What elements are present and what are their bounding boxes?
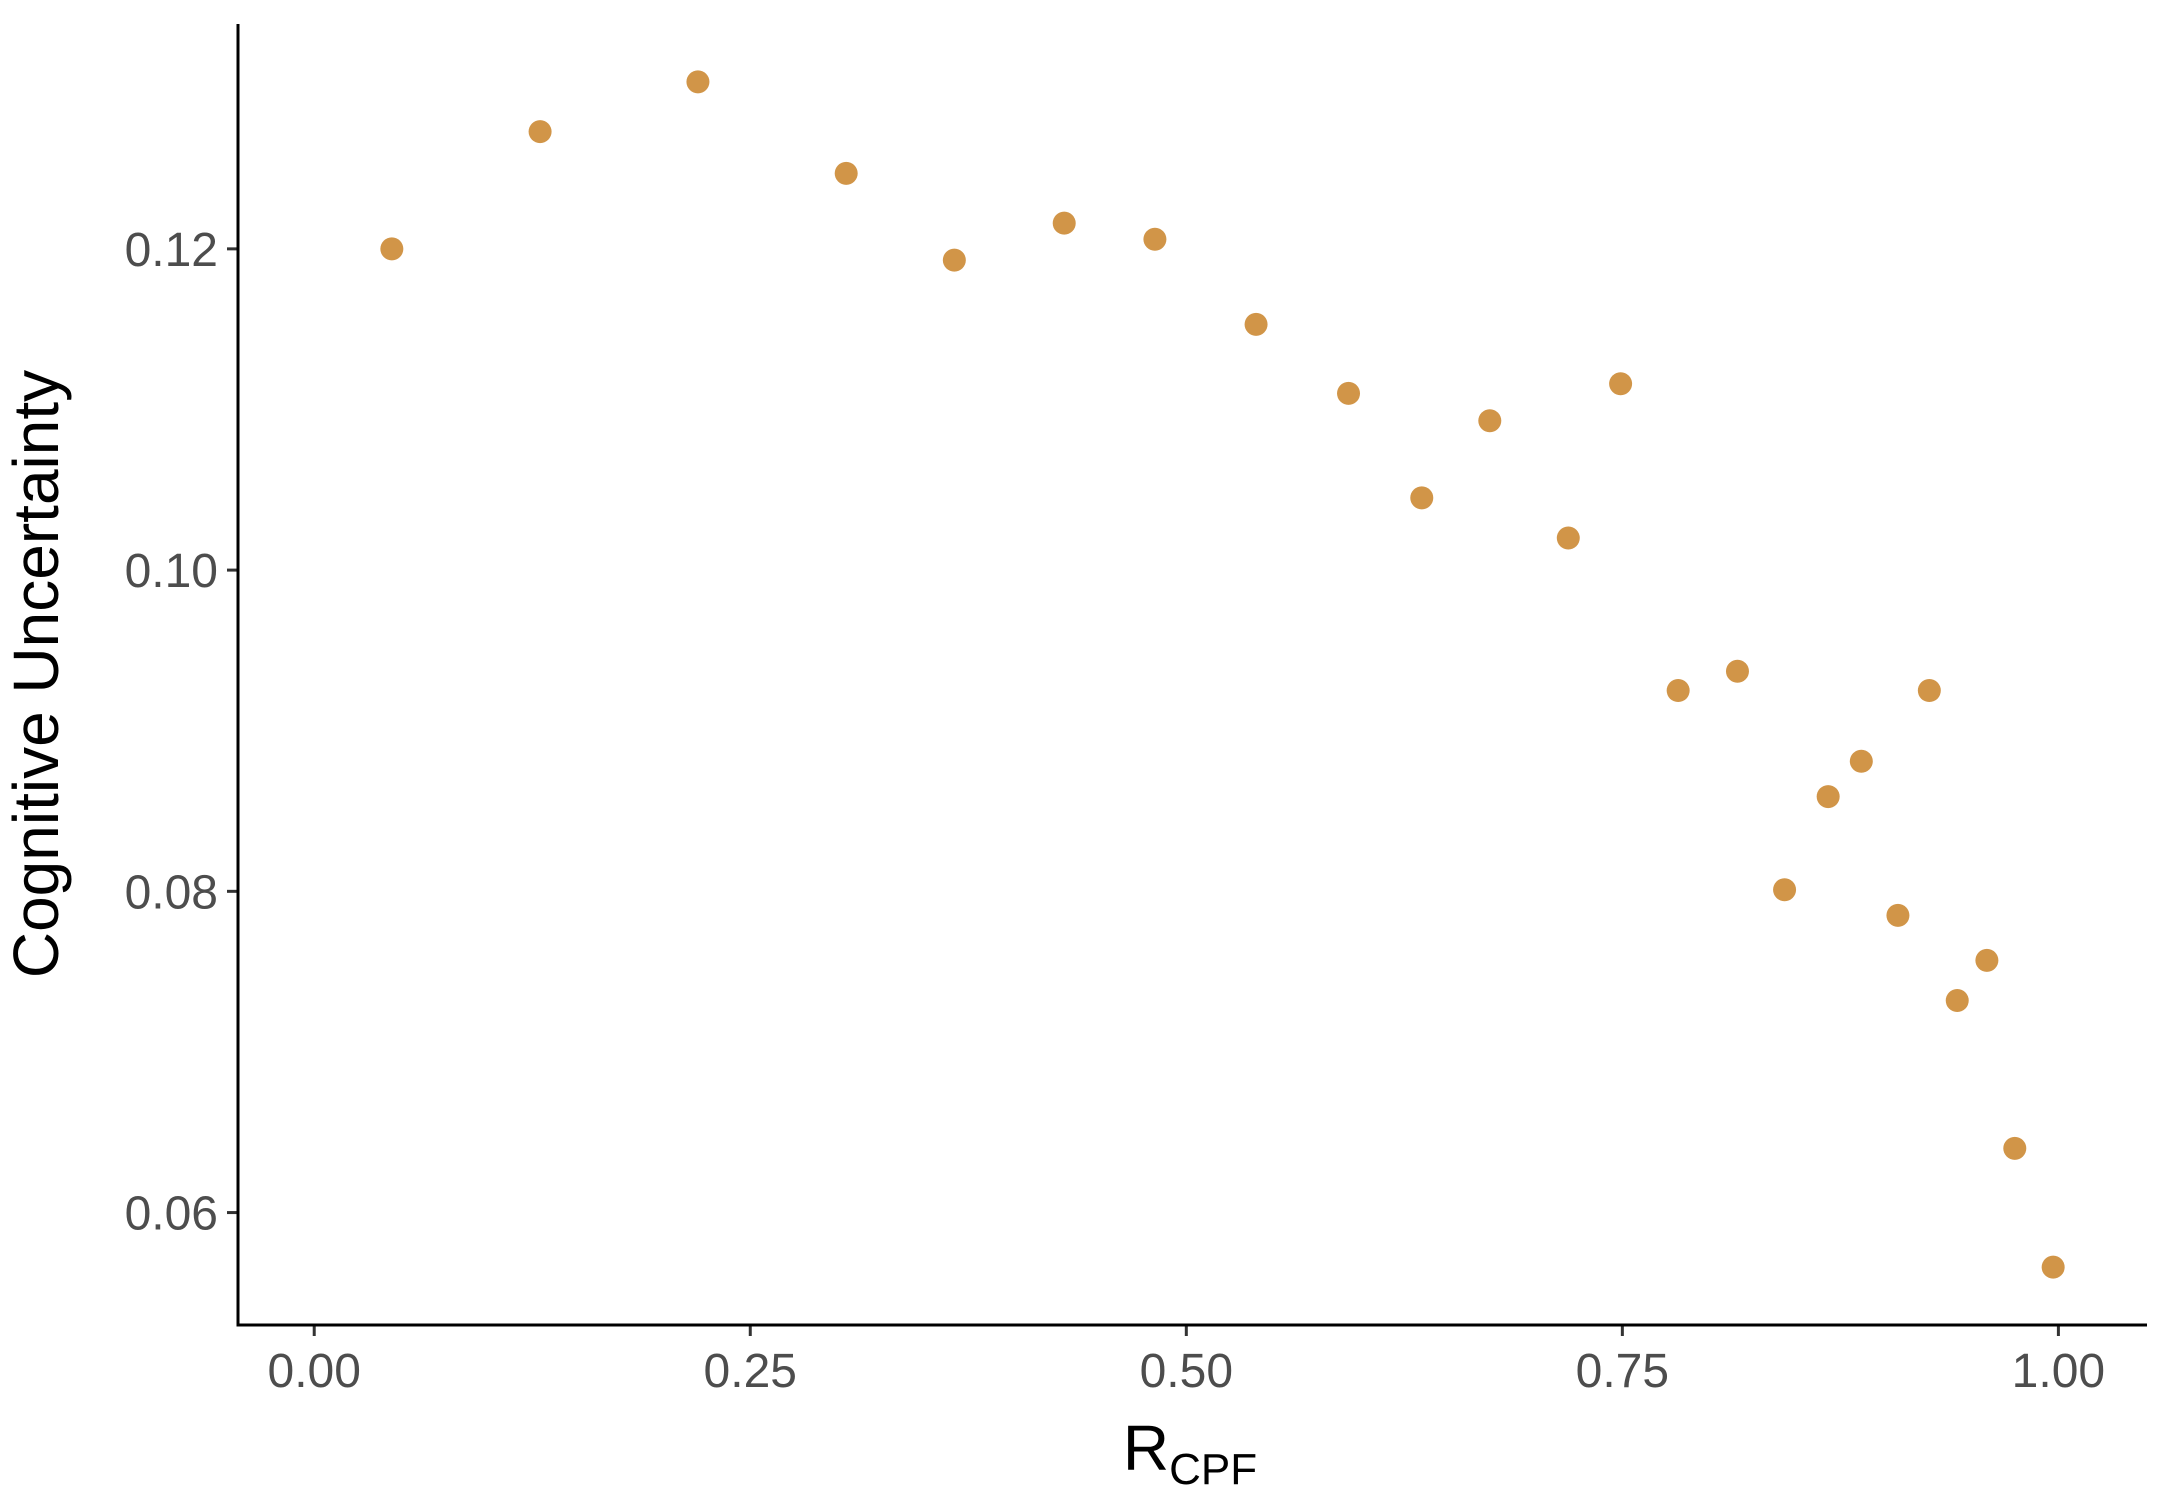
x-tick-label: 1.00 bbox=[2012, 1345, 2105, 1398]
x-axis-title-subscript: CPF bbox=[1169, 1445, 1257, 1494]
point bbox=[1917, 679, 1941, 703]
point bbox=[1556, 526, 1580, 550]
x-tick-label: 0.25 bbox=[704, 1345, 797, 1398]
point bbox=[1725, 659, 1749, 683]
y-tick-label: 0.12 bbox=[125, 224, 218, 277]
point bbox=[1410, 486, 1434, 510]
point bbox=[1773, 878, 1797, 902]
point bbox=[1816, 785, 1840, 809]
point bbox=[1849, 749, 1873, 773]
y-tick-label: 0.08 bbox=[125, 866, 218, 919]
point bbox=[1609, 372, 1633, 396]
point bbox=[2003, 1136, 2027, 1160]
point bbox=[686, 70, 710, 94]
point bbox=[1337, 381, 1361, 405]
point bbox=[942, 248, 966, 272]
point bbox=[1143, 227, 1167, 251]
x-axis-title-main: R bbox=[1123, 1412, 1169, 1484]
x-tick-label: 0.00 bbox=[268, 1345, 361, 1398]
y-tick-label: 0.06 bbox=[125, 1188, 218, 1241]
point bbox=[834, 161, 858, 185]
point bbox=[1886, 903, 1910, 927]
y-axis-title: Cognitive Uncertainty bbox=[0, 370, 72, 978]
point bbox=[1244, 312, 1268, 336]
point bbox=[2041, 1255, 2065, 1279]
x-tick-label: 0.75 bbox=[1576, 1345, 1669, 1398]
point bbox=[380, 237, 404, 261]
x-tick-label: 0.50 bbox=[1140, 1345, 1233, 1398]
point bbox=[1666, 679, 1690, 703]
point bbox=[1478, 409, 1502, 433]
point bbox=[528, 120, 552, 144]
point bbox=[1052, 211, 1076, 235]
y-tick-label: 0.10 bbox=[125, 545, 218, 598]
point bbox=[1945, 989, 1969, 1013]
point bbox=[1975, 948, 1999, 972]
x-axis-title: RCPF bbox=[1123, 1412, 1257, 1494]
